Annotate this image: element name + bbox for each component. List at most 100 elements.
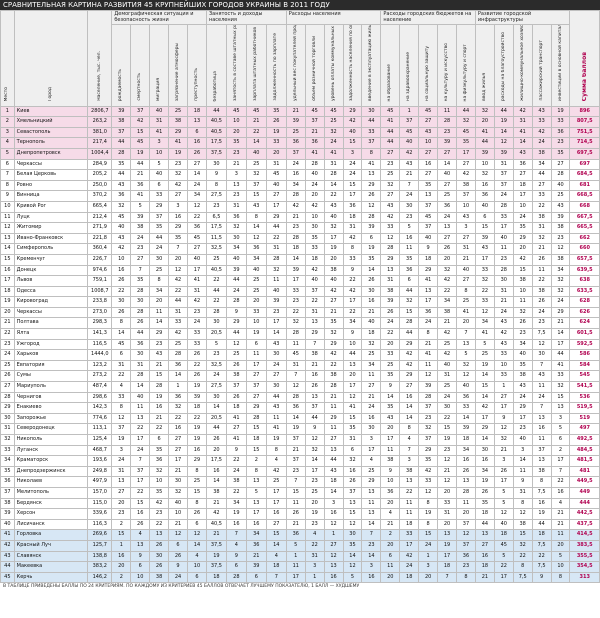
- score-cell: 40: [550, 179, 571, 192]
- population-cell: 250,0: [87, 179, 113, 192]
- score-cell: 16: [361, 412, 382, 425]
- score-cell: 10: [168, 508, 188, 520]
- score-cell: 32: [149, 465, 170, 478]
- score-cell: 37: [245, 179, 267, 192]
- city-cell: Ужгород: [13, 338, 89, 351]
- score-cell: 22: [380, 328, 401, 340]
- score-cell: 22: [225, 486, 247, 499]
- score-cell: 37: [111, 126, 132, 139]
- score-cell: 24: [399, 561, 420, 573]
- score-cell: 7: [550, 465, 571, 478]
- score-cell: 3: [111, 444, 132, 457]
- score-cell: 14: [361, 518, 382, 531]
- score-cell: 22: [512, 550, 533, 563]
- score-cell: 33: [399, 529, 420, 541]
- total-score-cell: 665,5: [569, 222, 600, 234]
- score-cell: 40: [512, 349, 533, 361]
- header-city: Город: [13, 10, 89, 107]
- score-cell: 13: [186, 116, 207, 128]
- score-cell: 33: [168, 317, 188, 330]
- score-cell: 15: [245, 444, 267, 457]
- score-cell: 44: [130, 328, 151, 340]
- place-cell: 31: [0, 423, 15, 435]
- score-cell: 24: [380, 317, 401, 330]
- score-cell: 28: [304, 158, 325, 171]
- score-cell: 28: [323, 381, 344, 393]
- score-cell: 21: [493, 296, 514, 308]
- score-cell: 31: [512, 116, 533, 128]
- score-cell: 18: [342, 211, 363, 224]
- score-cell: 43: [493, 317, 514, 330]
- score-cell: 13: [361, 486, 382, 499]
- score-cell: 15: [186, 486, 207, 499]
- header-subcolumn: ввод жилья: [474, 24, 495, 107]
- score-cell: 22: [399, 486, 420, 499]
- score-cell: 27,5: [205, 190, 227, 202]
- score-cell: 32: [323, 222, 344, 234]
- score-cell: 15: [130, 497, 151, 510]
- score-cell: 13: [130, 412, 151, 425]
- score-cell: 45: [399, 126, 420, 139]
- population-cell: 665,4: [87, 200, 113, 213]
- score-cell: 30: [361, 423, 382, 435]
- score-cell: 4: [550, 497, 571, 510]
- score-cell: 39: [111, 105, 132, 118]
- score-cell: 33: [531, 116, 552, 128]
- score-cell: 10: [149, 476, 170, 488]
- score-cell: 9: [342, 328, 363, 340]
- score-cell: 31: [437, 370, 457, 383]
- score-cell: 28: [130, 370, 151, 383]
- score-cell: 27: [531, 179, 552, 192]
- score-cell: 16: [399, 391, 420, 404]
- score-cell: 6: [149, 434, 170, 446]
- score-cell: 37: [455, 539, 476, 552]
- score-cell: 39: [493, 147, 514, 160]
- score-cell: 20: [474, 116, 495, 128]
- score-cell: 17: [361, 444, 382, 457]
- score-cell: 40: [361, 317, 382, 330]
- score-cell: 11: [323, 402, 344, 414]
- score-cell: 21: [323, 306, 344, 319]
- score-cell: 16: [186, 137, 207, 149]
- population-cell: 217,4: [87, 137, 113, 149]
- city-cell: Горловка: [13, 529, 89, 541]
- score-cell: 24: [437, 211, 457, 224]
- score-cell: 33: [550, 370, 571, 383]
- city-cell: Киев: [13, 105, 89, 118]
- score-cell: 34: [149, 285, 170, 298]
- table-row: 11 Луцк 212,4 45 39 37 16 22 6,5 36 8 29 21 10 40 18 28 4…: [0, 211, 600, 224]
- score-cell: 32: [342, 455, 363, 467]
- score-cell: 6: [245, 571, 267, 584]
- score-cell: 42: [323, 349, 344, 361]
- score-cell: 38: [550, 253, 571, 266]
- score-cell: 23: [149, 508, 170, 520]
- score-cell: 39: [285, 264, 306, 277]
- header-subcolumn: смертность: [130, 24, 151, 107]
- score-cell: 13: [342, 497, 363, 510]
- population-cell: 142,3: [87, 402, 113, 414]
- total-score-cell: 628: [569, 296, 600, 308]
- score-cell: 7: [531, 359, 552, 372]
- score-cell: 44: [399, 328, 420, 340]
- score-cell: 12: [437, 455, 457, 467]
- score-cell: 38: [531, 211, 552, 224]
- score-cell: 14: [285, 412, 306, 425]
- score-cell: 44: [205, 285, 227, 298]
- score-cell: 6: [380, 550, 401, 563]
- header-subcolumn: жилищно-коммунальное хозяйство: [512, 24, 533, 107]
- total-score-cell: 355,5: [569, 550, 600, 563]
- score-cell: 5: [130, 200, 151, 213]
- score-cell: 10: [342, 338, 363, 351]
- population-cell: 468,7: [87, 444, 113, 457]
- score-cell: 22: [531, 275, 552, 287]
- score-cell: 9: [380, 381, 401, 393]
- score-cell: 19: [186, 423, 207, 435]
- total-score-cell: 481,5: [569, 455, 600, 467]
- population-cell: 123,2: [87, 359, 113, 372]
- score-cell: 40: [245, 147, 267, 160]
- score-cell: 39: [361, 222, 382, 234]
- score-cell: 33: [437, 497, 457, 510]
- score-cell: 19: [361, 243, 382, 255]
- score-cell: 7,5: [531, 539, 552, 552]
- score-cell: 31: [304, 550, 325, 563]
